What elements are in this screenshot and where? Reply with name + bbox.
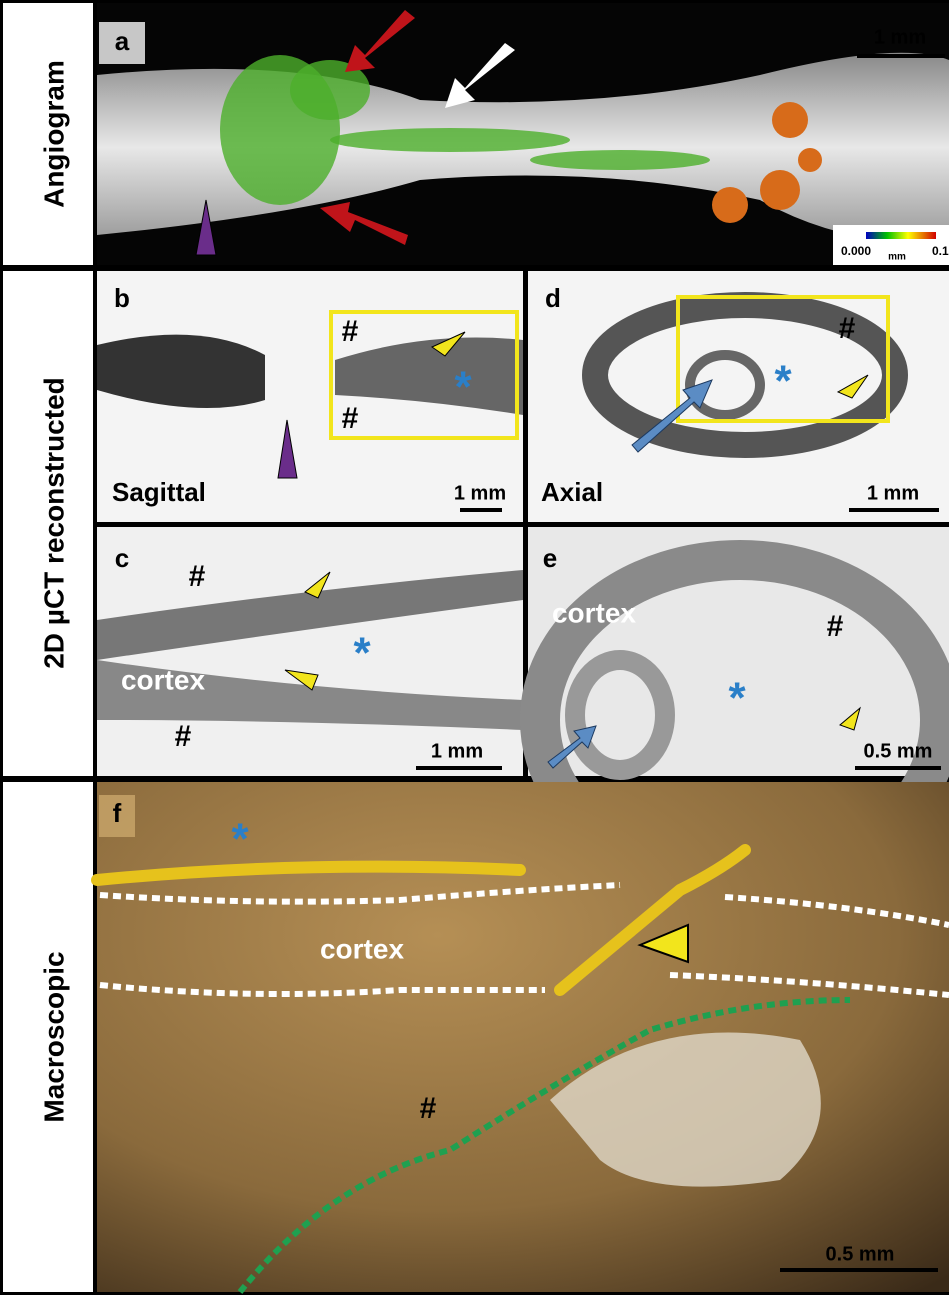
panel-d: d # * Axial 1 mm [528,271,949,522]
scale-bar-label: 0.5 mm [826,1243,895,1265]
row-label: Angiogram [38,60,69,208]
panel-a: a 1 mm 0.000 mm 0.180 [97,3,949,265]
row-label: 2D µCT reconstructed [38,377,69,669]
colorbar-unit: mm [888,252,906,263]
panel-f: f * cortex # 0.5 mm [97,782,949,1292]
region-label: cortex [552,597,636,628]
scale-bar [857,54,945,58]
region-label: cortex [121,664,205,695]
mark: * [353,629,371,678]
colorbar [866,232,936,239]
scale-bar-label: 1 mm [431,740,483,762]
scale-bar-label: 0.5 mm [864,740,933,762]
panel-letter: f [113,798,122,828]
panel-c: c cortex # # * 1 mm [97,527,523,776]
colorbar-max: 0.180 [932,244,949,258]
mark: # [175,720,192,753]
panel-letter: c [115,543,129,573]
row-label: Macroscopic [38,951,69,1122]
figure: Angiogram 2D µCT reconstructed Macroscop… [0,0,949,1295]
view-label: Axial [541,477,603,507]
scale-bar-label: 1 mm [874,26,926,48]
view-label: Sagittal [112,477,206,507]
scale-bar-label: 1 mm [867,482,919,504]
mark: * [231,815,249,864]
region-label: cortex [320,933,404,964]
mark: * [728,674,746,723]
scale-bar [780,1268,938,1272]
page: Angiogram 2D µCT reconstructed Macroscop… [0,0,949,1295]
mark: * [454,363,472,412]
mark: # [420,1092,437,1125]
mark: # [342,402,359,435]
mark: * [774,357,792,406]
panel-b: b # # * Sagittal 1 mm [97,271,523,522]
panel-letter: e [543,543,557,573]
scale-bar-label: 1 mm [454,482,506,504]
mark: # [827,610,844,643]
colorbar-min: 0.000 [841,244,871,258]
image [97,527,523,776]
scale-bar [849,508,939,512]
mark: # [189,560,206,593]
mark: # [342,315,359,348]
mark: # [839,312,856,345]
image [97,782,949,1292]
scale-bar [855,766,941,770]
panel-letter: b [114,283,130,313]
panel-letter: d [545,283,561,313]
scale-bar [416,766,502,770]
panel-letter: a [115,26,130,56]
scale-bar [460,508,502,512]
